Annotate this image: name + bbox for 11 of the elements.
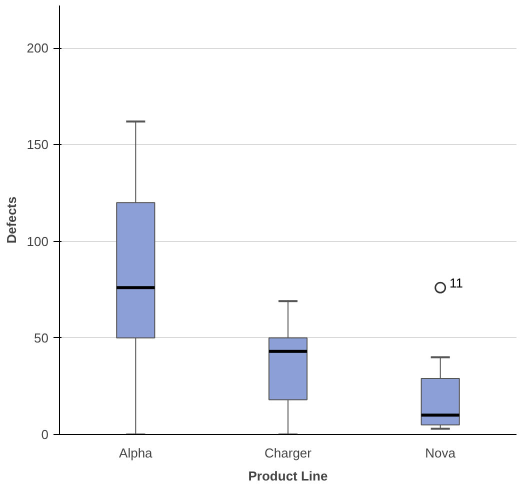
x-tick-label: Nova — [425, 446, 456, 460]
y-tick-label: 50 — [34, 330, 49, 346]
y-tick-label: 150 — [26, 137, 49, 152]
annotation: 11 — [449, 276, 463, 291]
y-tick-label: 100 — [26, 234, 49, 249]
y-axis-title: Defects — [4, 196, 19, 244]
x-tick-label: Alpha — [119, 446, 154, 460]
y-tick-label: 0 — [41, 427, 49, 442]
x-tick-label: Charger — [264, 446, 312, 460]
x-axis-title: Product Line — [248, 468, 328, 484]
y-tick-label: 200 — [26, 40, 49, 56]
